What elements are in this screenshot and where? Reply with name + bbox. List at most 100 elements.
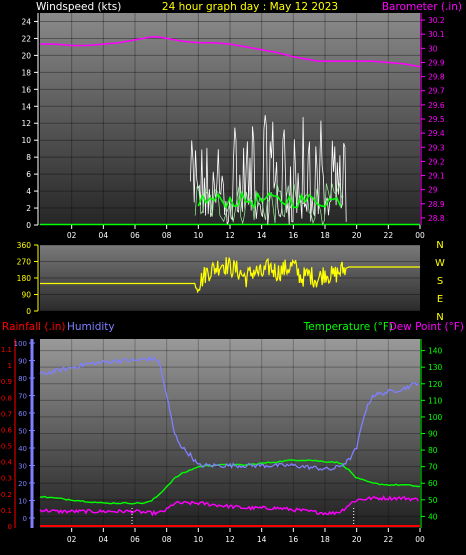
rainfall-axis-label: Rainfall (.in) — [2, 321, 65, 333]
humidity-temperature-plot-area — [40, 339, 420, 528]
humidity-tick-label: 0 — [23, 515, 27, 523]
wind-tick-label: 12 — [21, 119, 31, 128]
baro-axis-ticks: 28.8 28.9 29 29.1 29.2 29.3 29.4 29.5 29.6 29.7 29… — [421, 16, 445, 223]
wind-baro-plot-area — [40, 13, 420, 225]
rainfall-tick-label: 0.5 — [1, 443, 12, 451]
rainfall-axis-ticks: 0 0.1 0.2 0.3 0.4 0.5 0.6 0.7 0.8 0.9 1 1.1 — [1, 346, 13, 531]
direction-tick-label: 270 — [17, 258, 32, 267]
baro-tick-label: 29.5 — [428, 115, 445, 124]
temp-x-tick-label: 10 — [194, 535, 204, 544]
baro-tick-label: 28.8 — [428, 214, 445, 223]
wind-tick-label: 24 — [21, 17, 31, 26]
baro-tick-label: 29.9 — [428, 58, 445, 67]
temp-x-tick-label: 02 — [67, 535, 77, 544]
temp-x-tick-label: 22 — [384, 535, 394, 544]
wind-tick-label: 10 — [21, 136, 31, 145]
wind-direction-plot-area — [40, 245, 420, 311]
direction-tick-label: 360 — [17, 241, 32, 250]
temp-x-tick-label: 00 — [415, 535, 425, 544]
wind-x-tick-label: 10 — [194, 231, 204, 240]
humidity-temperature-panel: 0 0.1 0.2 0.3 0.4 0.5 0.6 0.7 0.8 0.9 1 1.1 0 10 20 30… — [1, 339, 443, 544]
direction-tick-label: 90 — [21, 291, 31, 300]
temperature-axis-label: Temperature (°F) — [303, 321, 393, 333]
rainfall-tick-label: 1.1 — [1, 346, 12, 354]
windspeed-axis-label: Windspeed (kts) — [36, 1, 121, 13]
humidity-temperature-series — [39, 355, 421, 527]
baro-tick-label: 30.2 — [428, 16, 445, 25]
wind-direction-series — [40, 257, 420, 294]
temperature-tick-label: 50 — [428, 496, 438, 505]
baro-tick-label: 30 — [428, 44, 438, 53]
humidity-tick-label: 30 — [18, 463, 27, 471]
rainfall-tick-label: 0.2 — [1, 491, 12, 499]
wind-gust-series — [190, 114, 347, 225]
humidity-tick-label: 100 — [14, 340, 27, 348]
humidity-tick-label: 80 — [18, 375, 27, 383]
temp-x-tick-label: 12 — [225, 535, 235, 544]
temp-x-tick-label: 06 — [130, 535, 140, 544]
rainfall-tick-label: 0.6 — [1, 426, 13, 434]
temperature-axis-ticks: 40 50 60 70 80 90 100 110 120 130 140 — [421, 347, 443, 521]
chart-title: 24 hour graph day : May 12 2023 — [162, 1, 338, 13]
compass-tick-label: N — [436, 312, 443, 323]
rainfall-tick-label: 0.9 — [1, 378, 12, 386]
baro-tick-label: 29.6 — [428, 101, 445, 110]
wind-tick-label: 4 — [26, 187, 31, 196]
baro-tick-label: 28.9 — [428, 200, 445, 209]
direction-tick-label: 180 — [17, 274, 32, 283]
wind-x-tick-label: 16 — [289, 231, 299, 240]
dewpoint-series — [39, 495, 419, 517]
humidity-axis-ticks: 0 10 20 30 40 50 60 70 80 90 100 — [14, 340, 35, 523]
wind-x-tick-label: 14 — [257, 231, 267, 240]
wind-direction-grid — [40, 244, 420, 312]
humidity-series — [39, 355, 419, 472]
wind-x-tick-label: 04 — [99, 231, 109, 240]
wind-x-tick-label: 20 — [352, 231, 362, 240]
wind-baro-x-ticks: 02 04 06 08 10 12 14 16 18 20 22 00 — [67, 225, 425, 240]
wind-tick-label: 20 — [21, 51, 31, 60]
rainfall-tick-label: 0.1 — [1, 507, 12, 515]
humidity-tick-label: 90 — [18, 358, 27, 366]
humidity-tick-label: 40 — [18, 445, 27, 453]
wind-direction-degree-ticks: 0 90 180 270 360 — [17, 241, 38, 316]
compass-tick-label: W — [435, 258, 445, 269]
wind-tick-label: 8 — [26, 153, 31, 162]
baro-tick-label: 29.8 — [428, 73, 445, 82]
wind-x-tick-label: 00 — [415, 231, 425, 240]
wind-tick-label: 18 — [21, 68, 31, 77]
compass-tick-label: E — [437, 294, 443, 305]
wind-x-tick-label: 06 — [130, 231, 140, 240]
temperature-tick-label: 60 — [428, 479, 438, 488]
wind-baro-grid — [40, 13, 420, 226]
wind-tick-label: 2 — [26, 204, 31, 213]
wind-tick-label: 6 — [26, 170, 31, 179]
humidity-tick-label: 50 — [18, 428, 27, 436]
humidity-tick-label: 10 — [18, 498, 27, 506]
temperature-tick-label: 110 — [428, 396, 443, 405]
rainfall-tick-label: 0.3 — [1, 475, 12, 483]
temp-x-tick-label: 14 — [257, 535, 267, 544]
compass-tick-label: S — [437, 276, 443, 287]
wind-tick-label: 16 — [21, 85, 31, 94]
baro-tick-label: 29.2 — [428, 157, 445, 166]
direction-tick-label: 0 — [26, 307, 31, 316]
baro-tick-label: 29 — [428, 186, 438, 195]
humidity-temperature-grid — [40, 339, 420, 528]
wind-tick-label: 14 — [21, 102, 31, 111]
wind-direction-series — [40, 257, 420, 294]
wind-x-tick-label: 18 — [320, 231, 330, 240]
humidity-axis-label: Humidity — [67, 321, 115, 333]
barometer-axis-label: Barometer (.in) — [382, 1, 462, 13]
dewpoint-axis-label: Dew Point (°F) — [389, 321, 464, 333]
compass-tick-label: N — [436, 240, 443, 251]
wind-x-tick-label: 22 — [384, 231, 394, 240]
baro-tick-label: 29.4 — [428, 129, 445, 138]
temperature-tick-label: 80 — [428, 446, 438, 455]
humidity-tick-label: 20 — [18, 480, 27, 488]
temperature-tick-label: 100 — [428, 413, 443, 422]
rainfall-tick-label: 0.4 — [1, 459, 13, 467]
temp-x-tick-label: 04 — [99, 535, 109, 544]
temperature-tick-label: 90 — [428, 430, 438, 439]
